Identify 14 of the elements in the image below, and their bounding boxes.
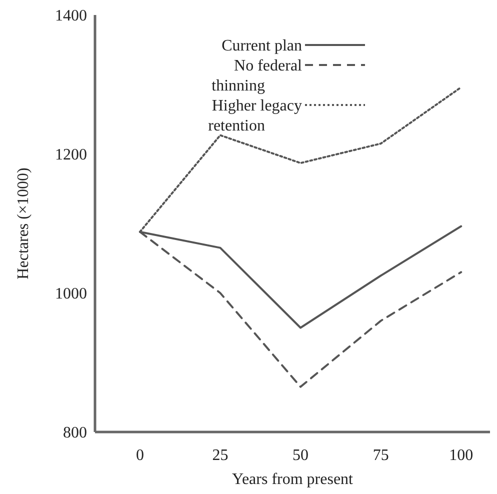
legend-label: Higher legacy retention: [208, 98, 302, 135]
x-tick-label: 100: [449, 447, 474, 464]
x-tick-label: 25: [212, 447, 228, 464]
legend-label: Current plan: [222, 38, 302, 55]
x-tick-label: 75: [372, 447, 389, 464]
x-axis-title: Years from present: [232, 471, 354, 488]
y-axis-title: Hectares (×1000): [15, 168, 32, 280]
x-tick-label: 50: [292, 447, 309, 464]
y-tick-label: 800: [63, 424, 87, 442]
y-tick-label: 1200: [55, 146, 87, 164]
y-tick-label: 1000: [55, 286, 87, 303]
x-tick-label: 0: [136, 447, 144, 464]
y-tick-label: 1400: [55, 8, 87, 25]
legend-label: No federal thinning: [212, 58, 303, 95]
